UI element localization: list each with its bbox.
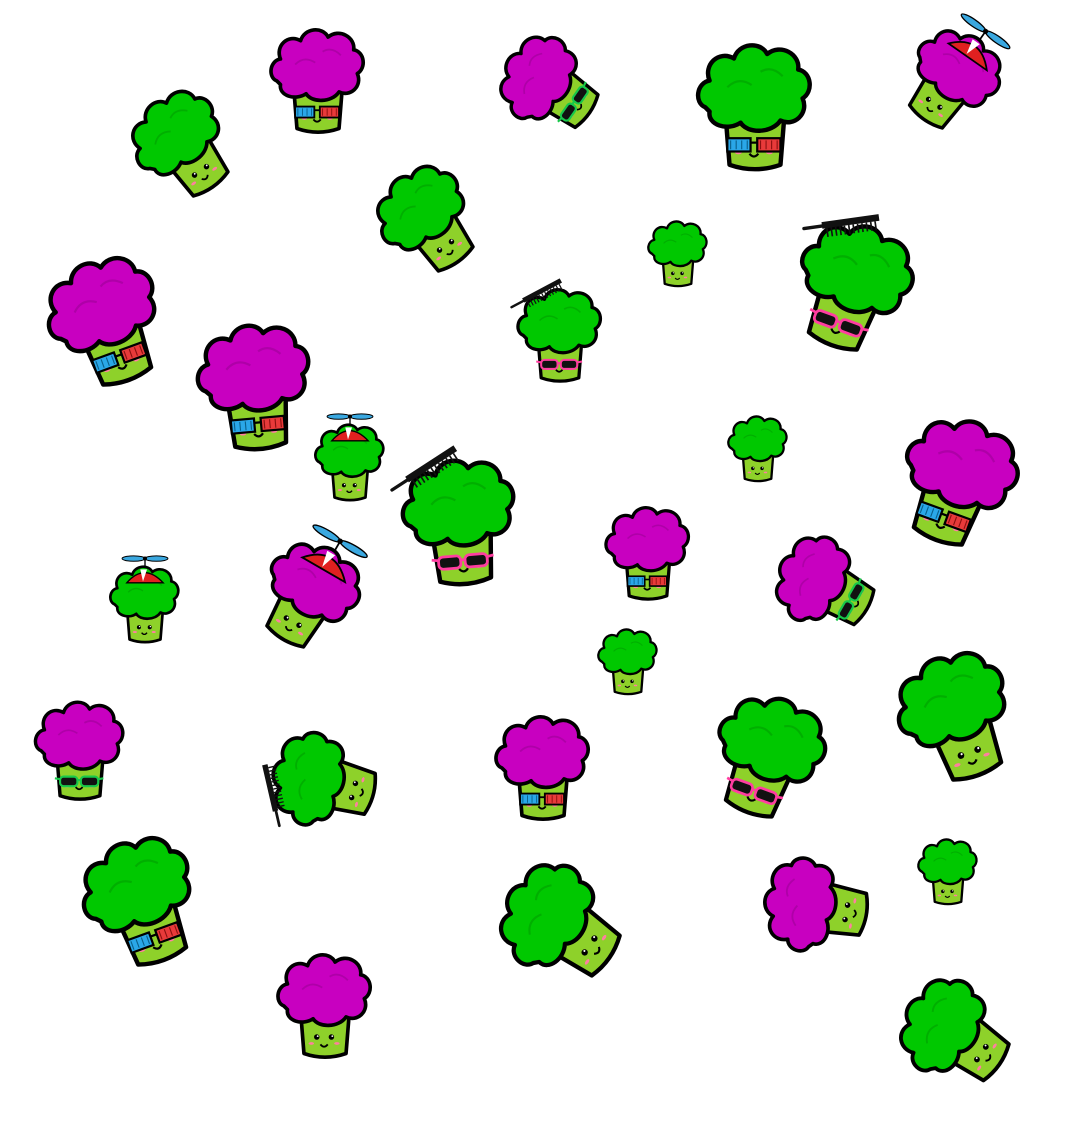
magenta-broccoli-icon xyxy=(9,219,201,411)
floret-shape xyxy=(648,221,706,266)
green-broccoli-icon xyxy=(909,829,987,907)
green-broccoli-icon xyxy=(242,704,393,855)
green-broccoli-icon xyxy=(589,619,667,697)
floret-shape xyxy=(35,702,122,769)
green-broccoli-icon xyxy=(455,820,654,1019)
green-broccoli-icon xyxy=(859,614,1051,806)
magenta-broccoli-icon xyxy=(874,0,1037,156)
magenta-broccoli-icon xyxy=(481,700,605,824)
green-broccoli-icon xyxy=(680,25,830,175)
floret-shape xyxy=(496,717,588,788)
magenta-broccoli-icon xyxy=(738,833,881,976)
floret-shape xyxy=(606,508,689,571)
floret-shape xyxy=(194,321,313,416)
broccoli-pattern-canvas xyxy=(0,0,1080,1080)
floret-shape xyxy=(271,30,363,101)
magenta-broccoli-icon xyxy=(740,502,900,662)
magenta-broccoli-icon xyxy=(256,13,380,137)
floret-shape xyxy=(896,404,1030,522)
green-broccoli-icon xyxy=(759,184,951,376)
green-broccoli-icon xyxy=(678,658,861,841)
floret-shape xyxy=(598,629,656,674)
floret-shape xyxy=(757,853,843,956)
floret-shape xyxy=(278,955,370,1026)
green-broccoli-icon xyxy=(379,434,541,596)
magenta-broccoli-icon xyxy=(593,493,704,604)
green-broccoli-icon xyxy=(859,939,1040,1120)
floret-shape xyxy=(728,416,786,461)
green-broccoli-icon xyxy=(100,555,191,646)
magenta-broccoli-icon xyxy=(864,379,1056,571)
green-broccoli-icon xyxy=(44,799,236,991)
green-broccoli-icon xyxy=(505,275,616,386)
floret-shape xyxy=(698,45,810,130)
magenta-broccoli-icon xyxy=(464,1,627,164)
green-broccoli-icon xyxy=(339,129,511,301)
floret-shape xyxy=(918,839,976,884)
magenta-broccoli-icon xyxy=(22,687,139,804)
green-broccoli-icon xyxy=(719,406,797,484)
green-broccoli-icon xyxy=(94,54,266,226)
green-broccoli-icon xyxy=(639,211,717,289)
magenta-broccoli-icon xyxy=(228,506,397,675)
magenta-broccoli-icon xyxy=(263,938,387,1062)
